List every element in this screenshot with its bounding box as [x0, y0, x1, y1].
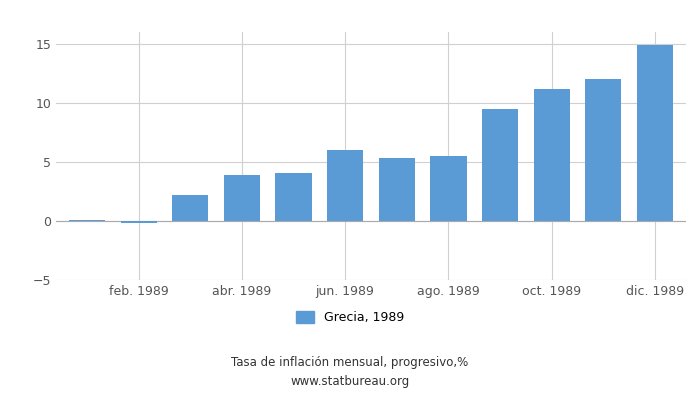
Bar — [585, 79, 622, 221]
Bar — [533, 89, 570, 221]
Bar — [379, 158, 415, 221]
Bar — [224, 176, 260, 221]
Bar — [172, 195, 209, 221]
Bar — [120, 221, 157, 223]
Bar — [327, 150, 363, 221]
Bar — [276, 172, 312, 221]
Bar — [430, 156, 466, 221]
Bar — [482, 109, 518, 221]
Legend: Grecia, 1989: Grecia, 1989 — [290, 306, 410, 329]
Bar — [69, 220, 105, 221]
Text: Tasa de inflación mensual, progresivo,%
www.statbureau.org: Tasa de inflación mensual, progresivo,% … — [232, 356, 468, 388]
Bar — [637, 45, 673, 221]
